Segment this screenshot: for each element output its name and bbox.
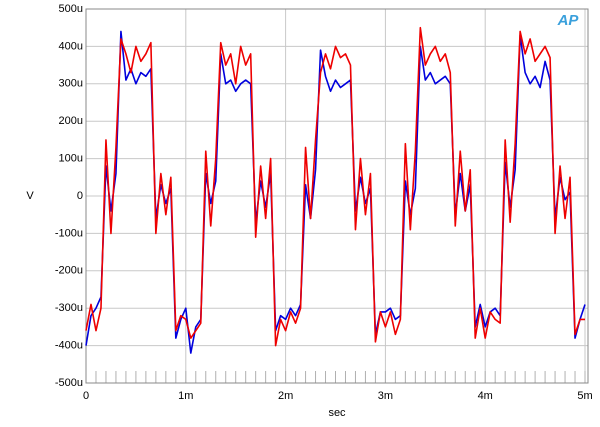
series-line [85,26,586,347]
y-axis-label: V [26,190,34,202]
y-tick-label: 500u [59,3,83,15]
x-tick-label: 1m [178,390,193,402]
x-tick-label: 3m [378,390,393,402]
y-tick-label: -500u [55,377,83,389]
y-tick-label: -400u [55,340,83,352]
y-tick-label: 300u [59,78,83,90]
y-tick-label: -100u [55,227,83,239]
x-axis-label: sec [328,407,346,419]
y-tick-label: 100u [59,153,83,165]
x-tick-label: 0 [83,390,89,402]
y-tick-label: -300u [55,302,83,314]
x-tick-label: 4m [478,390,493,402]
y-tick-label: 0 [77,190,83,202]
y-tick-label: -200u [55,265,83,277]
plot-frame [85,8,589,384]
y-tick-label: 200u [59,115,83,127]
x-tick-label: 2m [278,390,293,402]
y-tick-label: 400u [59,40,83,52]
logo: AP [557,12,580,29]
x-tick-label: 5m [577,390,592,402]
